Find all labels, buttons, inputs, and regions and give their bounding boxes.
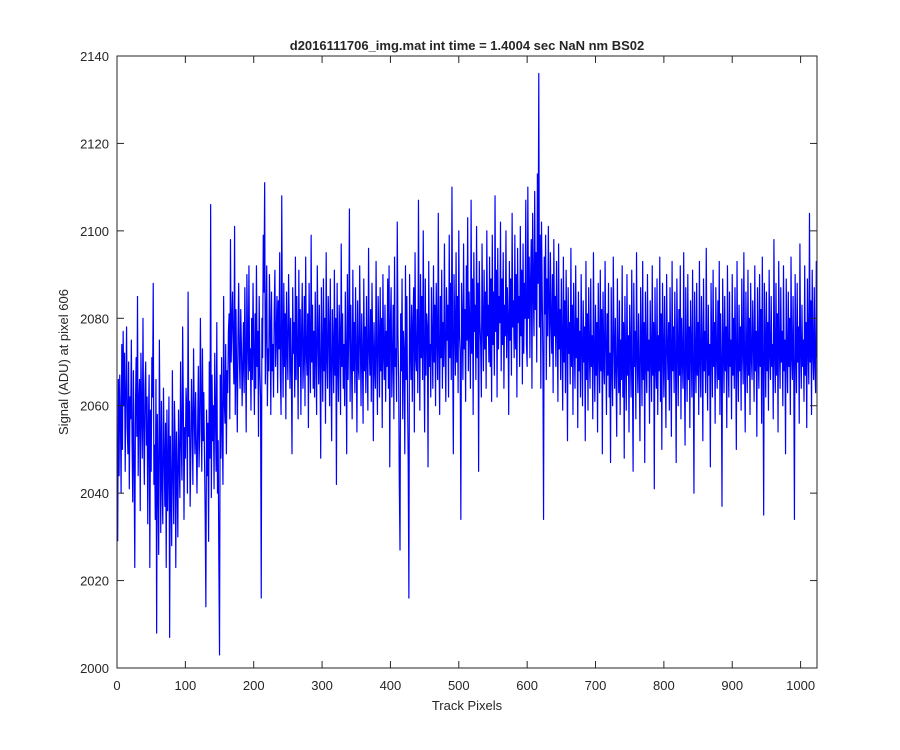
- chart-title: d2016111706_img.mat int time = 1.4004 se…: [290, 38, 644, 53]
- y-tick-label: 2040: [80, 486, 109, 501]
- x-tick-label: 600: [516, 678, 538, 693]
- x-tick-label: 1000: [786, 678, 815, 693]
- x-axis-label: Track Pixels: [432, 698, 503, 713]
- x-tick-label: 200: [243, 678, 265, 693]
- y-axis-label: Signal (ADU) at pixel 606: [56, 289, 71, 435]
- y-tick-label: 2140: [80, 49, 109, 64]
- x-tick-label: 300: [311, 678, 333, 693]
- x-tick-label: 900: [721, 678, 743, 693]
- x-tick-label: 0: [113, 678, 120, 693]
- x-tick-label: 400: [380, 678, 402, 693]
- y-tick-label: 2100: [80, 224, 109, 239]
- x-tick-label: 100: [175, 678, 197, 693]
- y-tick-label: 2020: [80, 574, 109, 589]
- axes-box: [116, 55, 818, 669]
- plot-area: [117, 72, 817, 656]
- y-tick-label: 2000: [80, 661, 109, 676]
- x-tick-label: 500: [448, 678, 470, 693]
- x-tick-label: 800: [653, 678, 675, 693]
- series-line-0: [117, 72, 817, 656]
- x-tick-label: 700: [585, 678, 607, 693]
- y-tick-label: 2120: [80, 136, 109, 151]
- axes: 0 100 200 300 400 500 600 700 800 900 1000 2000 2020…: [80, 49, 818, 693]
- y-tick-label: 2080: [80, 311, 109, 326]
- y-tick-label: 2060: [80, 399, 109, 414]
